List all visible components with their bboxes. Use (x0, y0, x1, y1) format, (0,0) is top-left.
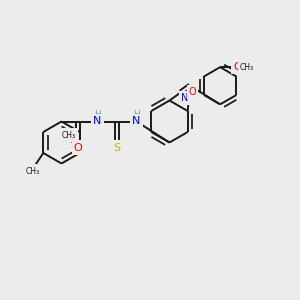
Text: H: H (94, 110, 101, 119)
Text: CH₃: CH₃ (240, 63, 254, 72)
Text: CH₃: CH₃ (26, 167, 40, 176)
Text: H: H (133, 110, 140, 119)
Text: N: N (132, 116, 141, 127)
Text: N: N (181, 93, 188, 103)
Text: S: S (113, 142, 121, 153)
Text: O: O (189, 87, 196, 97)
Text: N: N (93, 116, 102, 127)
Text: O: O (233, 62, 242, 72)
Text: O: O (74, 142, 82, 153)
Text: CH₃: CH₃ (62, 130, 76, 140)
